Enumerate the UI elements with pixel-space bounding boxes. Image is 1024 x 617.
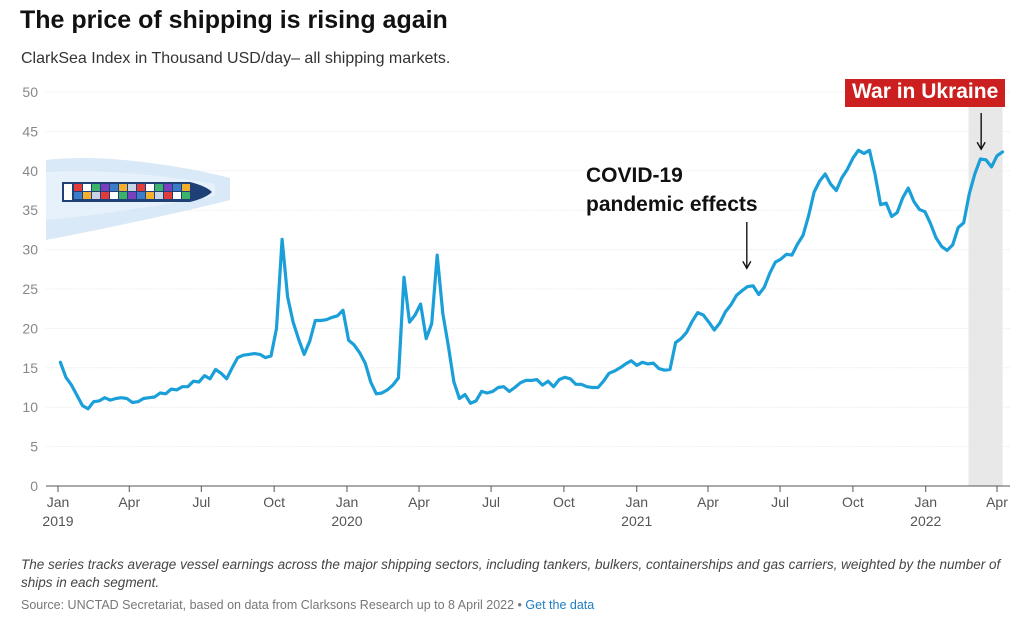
x-tick-label: Jul (482, 494, 500, 510)
ship-container (164, 192, 172, 199)
ship-container (146, 184, 154, 191)
ship-container (146, 192, 154, 199)
ship-container (164, 184, 172, 191)
source-line: Source: UNCTAD Secretariat, based on dat… (21, 598, 594, 612)
annotation-ukraine-badge: War in Ukraine (845, 79, 1006, 107)
annotation-covid-line2: pandemic effects (586, 193, 758, 216)
x-tick-label: Apr (986, 494, 1008, 510)
ship-container (101, 184, 109, 191)
ship-container (74, 184, 82, 191)
ship-container (182, 192, 190, 199)
annotation-covid-line1: COVID-19 (586, 164, 683, 187)
container-ship-icon (46, 157, 230, 240)
x-tick-label: Jul (771, 494, 789, 510)
x-tick-label: Jan (914, 494, 937, 510)
get-the-data-link[interactable]: Get the data (525, 598, 595, 612)
ship-container (110, 184, 118, 191)
ship-container (92, 184, 100, 191)
y-tick-label: 40 (22, 163, 38, 179)
y-tick-label: 45 (22, 123, 38, 139)
ship-container (83, 184, 91, 191)
x-tick-label: Apr (118, 494, 140, 510)
ship-container (74, 192, 82, 199)
ship-container (119, 184, 127, 191)
x-tick-label: Apr (408, 494, 430, 510)
y-tick-label: 30 (22, 242, 38, 258)
ship-container (83, 192, 91, 199)
source-text: Source: UNCTAD Secretariat, based on dat… (21, 598, 515, 612)
y-tick-label: 50 (22, 84, 38, 100)
ship-container (155, 184, 163, 191)
x-tick-label: Apr (697, 494, 719, 510)
x-tick-label: Jul (192, 494, 210, 510)
ship-container (173, 192, 181, 199)
x-tick-year-label: 2022 (910, 513, 941, 529)
x-tick-year-label: 2019 (42, 513, 73, 529)
ship-container (137, 192, 145, 199)
x-tick-label: Jan (47, 494, 70, 510)
ship-container (119, 192, 127, 199)
x-tick-label: Oct (263, 494, 285, 510)
y-tick-label: 5 (30, 439, 38, 455)
y-tick-label: 0 (30, 478, 38, 494)
annotation-covid-arrowhead (742, 260, 752, 270)
y-tick-label: 20 (22, 320, 38, 336)
ship-container (110, 192, 118, 199)
x-tick-label: Jan (336, 494, 359, 510)
x-tick-year-label: 2020 (331, 513, 362, 529)
ship-container (137, 184, 145, 191)
footnote: The series tracks average vessel earning… (21, 557, 1001, 590)
clarksea-index-line (58, 148, 1005, 411)
y-tick-label: 35 (22, 202, 38, 218)
ship-bridge (64, 184, 72, 200)
ship-container (92, 192, 100, 199)
ship-container (173, 184, 181, 191)
ship-container (182, 184, 190, 191)
x-tick-label: Oct (842, 494, 864, 510)
chart-subtitle: ClarkSea Index in Thousand USD/day– all … (21, 50, 451, 67)
ship-container (128, 184, 136, 191)
x-tick-label: Oct (553, 494, 575, 510)
ship-container (101, 192, 109, 199)
y-tick-label: 25 (22, 281, 38, 297)
x-tick-label: Jan (625, 494, 648, 510)
source-separator: • (517, 598, 522, 612)
ship-container (128, 192, 136, 199)
y-tick-label: 10 (22, 399, 38, 415)
ship-container (155, 192, 163, 199)
page-title: The price of shipping is rising again (20, 6, 448, 34)
x-tick-year-label: 2021 (621, 513, 652, 529)
annotation-ukraine-arrowhead (976, 141, 986, 151)
y-tick-label: 15 (22, 360, 38, 376)
